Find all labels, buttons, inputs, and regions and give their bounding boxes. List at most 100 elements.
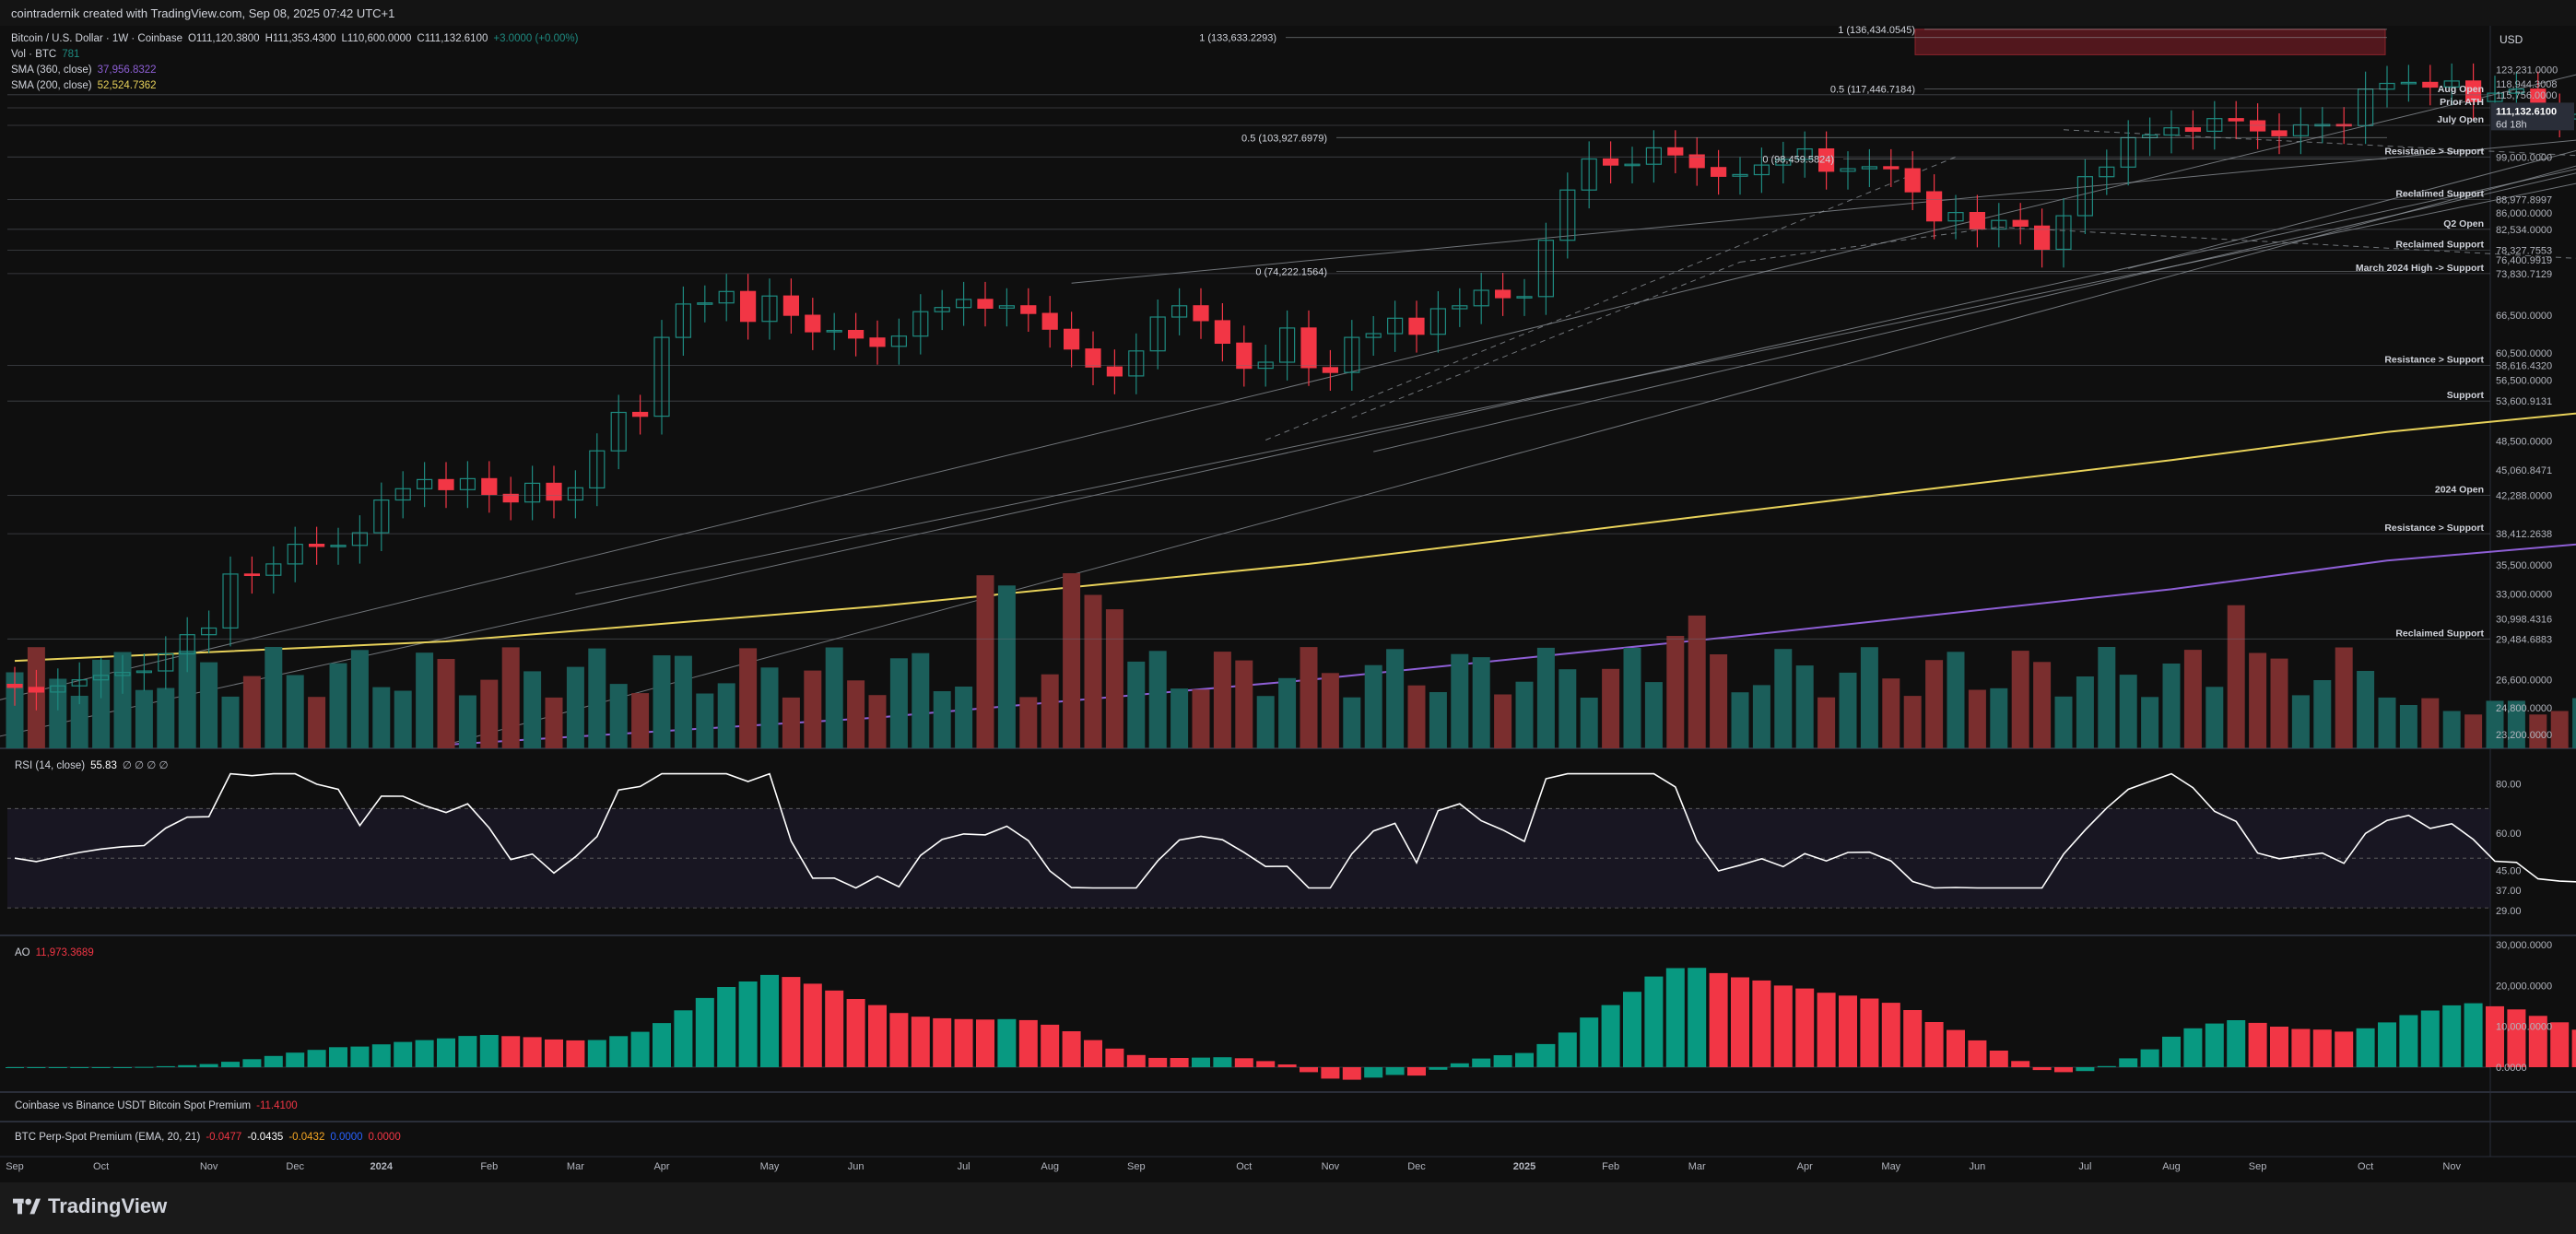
ao-bar [1234, 1058, 1253, 1067]
candle [1236, 342, 1253, 370]
rsi-line [14, 772, 2576, 889]
volume-bar [242, 676, 261, 748]
time-tick-label: Nov [1322, 1161, 1340, 1172]
volume-bar [1515, 681, 1534, 748]
tradingview-logo[interactable]: TradingView [13, 1194, 167, 1218]
time-tick-label: Jun [1970, 1161, 1986, 1172]
candle [1300, 327, 1317, 369]
volume-bar [2357, 671, 2375, 748]
price-tick-label: 66,500.0000 [2496, 311, 2552, 322]
candle [1278, 327, 1296, 363]
time-tick-label: Nov [2442, 1161, 2461, 1172]
ao-bar [738, 981, 758, 1067]
candle [1926, 191, 1943, 222]
sma200-label: SMA (200, close) [11, 80, 92, 91]
candle [2400, 81, 2417, 85]
time-tick-label: 2025 [1513, 1161, 1535, 1172]
ao-bar [1364, 1067, 1383, 1078]
candle [2508, 88, 2524, 94]
volume-bar [437, 659, 455, 748]
volume-bar [1903, 696, 1922, 748]
candle [1581, 158, 1597, 191]
volume-bar [308, 697, 326, 748]
sma200-line [14, 412, 2576, 663]
candle [2487, 92, 2503, 102]
ao-bar [2270, 1027, 2288, 1067]
time-tick-label: Aug [2162, 1161, 2181, 1172]
candle [1667, 147, 1684, 156]
ao-bar [933, 1017, 952, 1067]
chart-area[interactable]: Aug Open Prior ATH July Open Resistance > S… [0, 26, 2576, 1182]
ao-bar [674, 1010, 693, 1067]
ao-bar [1041, 1024, 1060, 1067]
volume-bar [2550, 711, 2569, 748]
ao-bar [264, 1055, 283, 1067]
volume-bar [157, 688, 175, 748]
ao-bar [889, 1013, 909, 1067]
rsi-tick-label: 29.00 [2496, 906, 2522, 917]
volume-bar [1148, 651, 1167, 748]
rsi-legend: RSI (14, close) 55.83 ∅ ∅ ∅ ∅ [15, 760, 169, 771]
candle [222, 573, 239, 629]
volume-bar [286, 675, 304, 748]
volume-bar [394, 690, 412, 748]
ao-legend: AO 11,973.3689 [15, 947, 94, 958]
candle [265, 563, 282, 576]
time-tick-label: Jun [848, 1161, 865, 1172]
volume-bar [1429, 692, 1447, 748]
time-tick-label: Mar [1688, 1161, 1706, 1172]
candle [805, 314, 821, 333]
price-tick-label: 99,000.0000 [2496, 152, 2552, 163]
volume-bar [70, 696, 88, 748]
candle [934, 307, 950, 312]
ao-bar [6, 1067, 24, 1068]
ao-bar [1601, 1005, 1620, 1067]
volume-bar [1536, 647, 1555, 748]
volume-bar [1580, 698, 1598, 748]
level-label: 2024 Open [2435, 485, 2484, 496]
ao-bar [1277, 1064, 1297, 1067]
fib-label: 1 (133,633.2293) [1199, 33, 1276, 44]
ao-bar [2312, 1029, 2332, 1067]
candle [1063, 328, 1080, 350]
ao-bar [2205, 1023, 2224, 1067]
candle [523, 482, 541, 503]
trend-channel-lower [445, 165, 2576, 746]
volume-bar [2507, 700, 2525, 748]
fib-label: 0 (98,459.5824) [1762, 155, 1834, 166]
candle [2465, 80, 2482, 102]
candle [955, 299, 972, 309]
time-tick-label: Dec [1407, 1161, 1426, 1172]
ao-bar [1752, 980, 1771, 1067]
ao-bar [566, 1040, 585, 1067]
ao-bar [1688, 968, 1707, 1067]
volume-bar [2486, 700, 2504, 748]
candle [2099, 166, 2115, 178]
time-tick-label: Oct [1236, 1161, 1252, 1172]
candle [1494, 289, 1511, 299]
ao-bar [2097, 1065, 2116, 1067]
candle [201, 627, 218, 636]
volume-bar [2033, 662, 2052, 748]
candle [1710, 167, 1727, 177]
ao-bar [48, 1067, 67, 1068]
volume-bar [1235, 660, 1253, 748]
candle [1688, 154, 1705, 169]
volume-bar [6, 672, 24, 748]
fib-dash-1 [1351, 261, 1741, 418]
volume-bar [2141, 697, 2159, 748]
candle [1085, 348, 1101, 368]
ao-bar [1105, 1048, 1124, 1067]
time-tick-label: Feb [480, 1161, 498, 1172]
candle [1775, 159, 1792, 166]
volume-bar [847, 680, 865, 748]
candle [373, 499, 390, 534]
ath-zone [1914, 29, 2386, 55]
time-tick-label: Sep [6, 1161, 24, 1172]
candle [1020, 305, 1037, 314]
volume-bar [1192, 689, 1210, 748]
candle [1602, 158, 1619, 166]
candle [1041, 312, 1058, 330]
ao-bar [1493, 1055, 1512, 1067]
volume-bar [717, 683, 735, 748]
